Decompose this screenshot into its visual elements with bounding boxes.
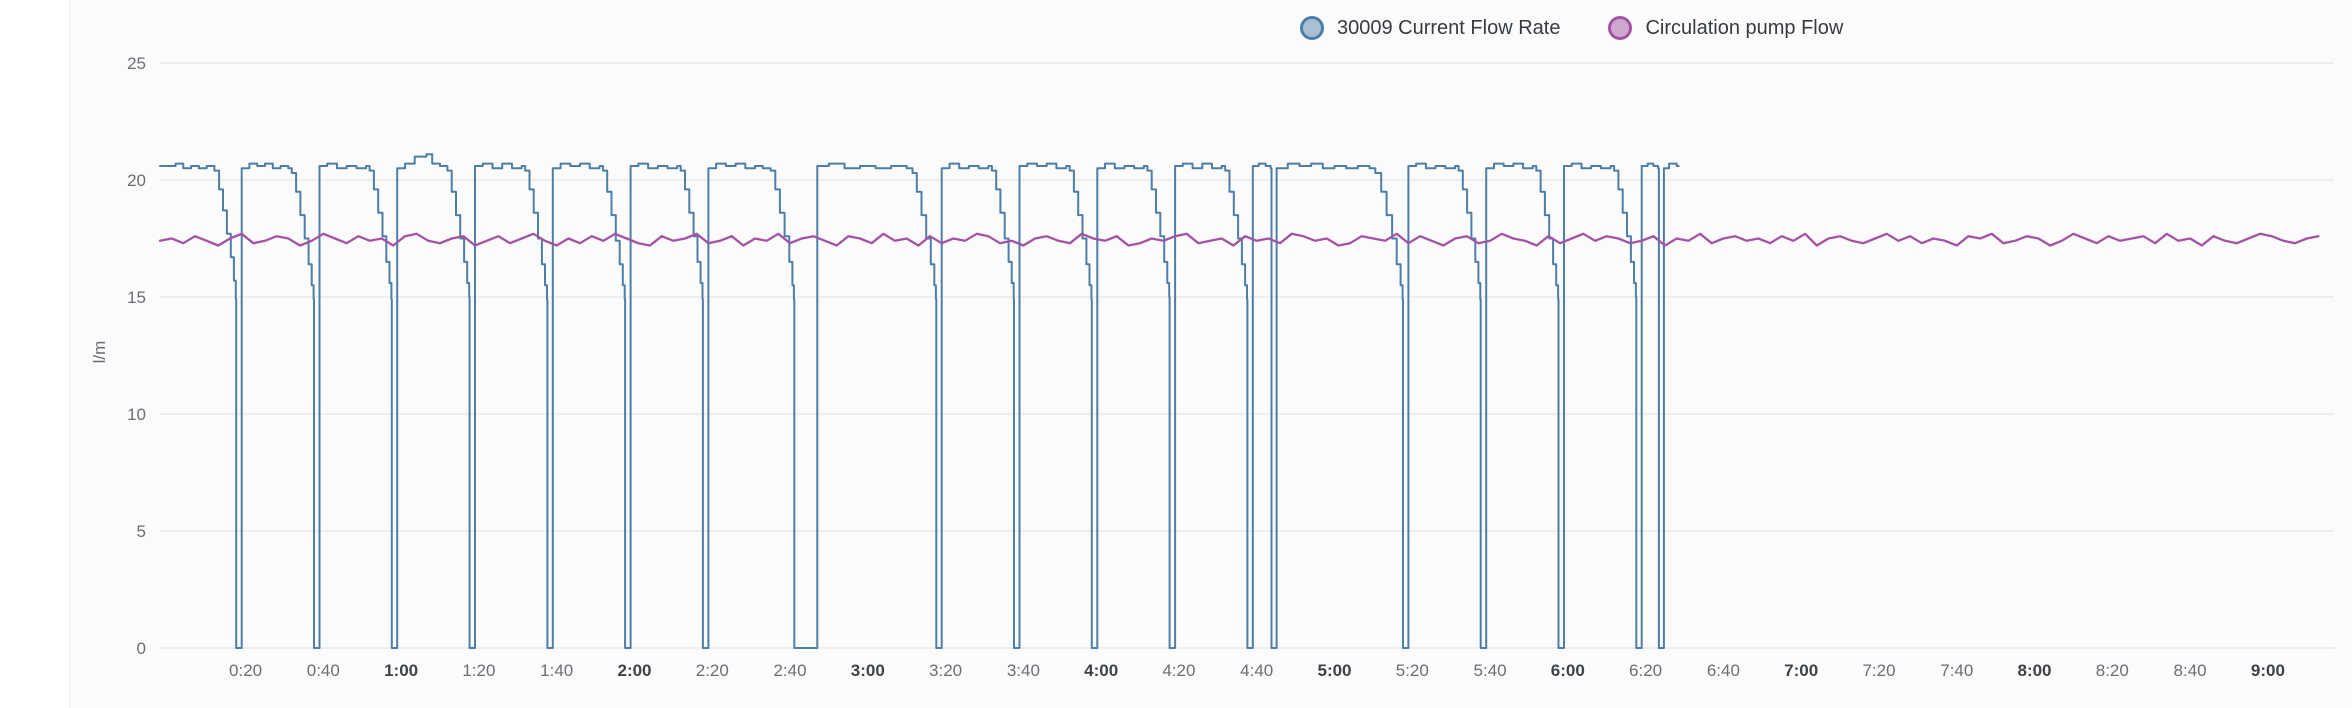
series-marker-icon [1608, 16, 1633, 40]
x-tick-label: 6:40 [1707, 661, 1740, 680]
chart-legend: 30009 Current Flow Rate Circulation pump… [1300, 16, 1843, 40]
y-tick-label: 20 [127, 171, 146, 190]
x-tick-label: 1:00 [384, 661, 418, 680]
x-tick-label: 7:20 [1862, 661, 1895, 680]
legend-item-current-flow-rate[interactable]: 30009 Current Flow Rate [1300, 16, 1560, 40]
x-tick-label: 4:00 [1084, 661, 1118, 680]
x-tick-label: 3:20 [929, 661, 962, 680]
x-tick-label: 8:00 [2017, 661, 2051, 680]
y-tick-label: 5 [137, 522, 146, 541]
x-tick-label: 3:00 [851, 661, 885, 680]
x-tick-label: 1:20 [462, 661, 495, 680]
series-line [158, 232, 2320, 247]
x-tick-label: 8:40 [2174, 661, 2207, 680]
panel-left-edge [0, 0, 70, 708]
x-tick-label: 7:40 [1940, 661, 1973, 680]
y-tick-label: 25 [127, 54, 146, 73]
x-tick-label: 3:40 [1007, 661, 1040, 680]
x-tick-label: 1:40 [540, 661, 573, 680]
x-tick-label: 4:40 [1240, 661, 1273, 680]
legend-label: Circulation pump Flow [1645, 16, 1844, 39]
y-tick-label: 10 [127, 405, 146, 424]
x-tick-label: 2:00 [617, 661, 651, 680]
x-tick-label: 0:20 [229, 661, 262, 680]
y-tick-label: 0 [137, 639, 146, 658]
y-tick-label: 15 [127, 288, 146, 307]
x-tick-label: 5:40 [1474, 661, 1507, 680]
x-tick-label: 2:40 [773, 661, 806, 680]
x-tick-label: 4:20 [1162, 661, 1195, 680]
x-tick-label: 7:00 [1784, 661, 1818, 680]
legend-label: 30009 Current Flow Rate [1337, 16, 1561, 39]
x-tick-label: 9:00 [2251, 661, 2285, 680]
x-tick-label: 2:20 [696, 661, 729, 680]
x-tick-label: 5:00 [1317, 661, 1351, 680]
legend-item-circulation-pump-flow[interactable]: Circulation pump Flow [1608, 16, 1843, 40]
x-tick-label: 8:20 [2096, 661, 2129, 680]
x-tick-label: 6:00 [1551, 661, 1585, 680]
series-line [159, 153, 1680, 649]
x-tick-label: 5:20 [1396, 661, 1429, 680]
x-tick-label: 6:20 [1629, 661, 1662, 680]
series-marker-icon [1300, 16, 1324, 40]
x-tick-label: 0:40 [307, 661, 340, 680]
